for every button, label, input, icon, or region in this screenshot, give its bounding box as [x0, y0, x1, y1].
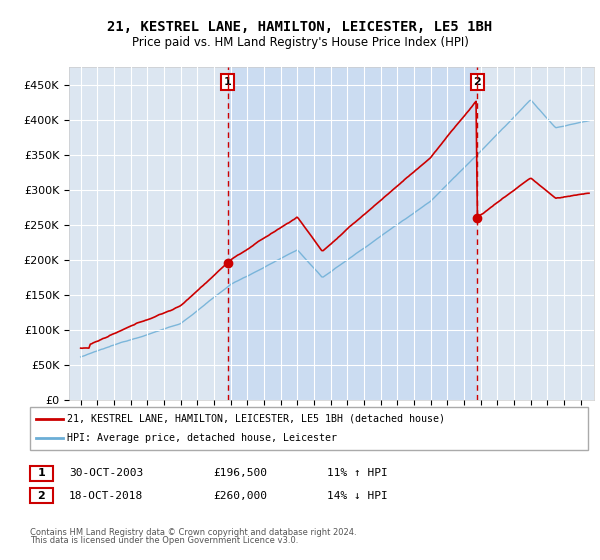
Text: HPI: Average price, detached house, Leicester: HPI: Average price, detached house, Leic… [67, 433, 337, 443]
Text: 2: 2 [473, 77, 481, 87]
Text: £260,000: £260,000 [213, 491, 267, 501]
Text: £196,500: £196,500 [213, 468, 267, 478]
Text: 14% ↓ HPI: 14% ↓ HPI [327, 491, 388, 501]
Text: 1: 1 [38, 468, 45, 478]
Text: 30-OCT-2003: 30-OCT-2003 [69, 468, 143, 478]
Text: Price paid vs. HM Land Registry's House Price Index (HPI): Price paid vs. HM Land Registry's House … [131, 36, 469, 49]
Text: Contains HM Land Registry data © Crown copyright and database right 2024.: Contains HM Land Registry data © Crown c… [30, 528, 356, 536]
Text: This data is licensed under the Open Government Licence v3.0.: This data is licensed under the Open Gov… [30, 536, 298, 545]
Text: 18-OCT-2018: 18-OCT-2018 [69, 491, 143, 501]
Bar [228, 67, 477, 400]
Text: 1: 1 [224, 77, 232, 87]
Text: 21, KESTREL LANE, HAMILTON, LEICESTER, LE5 1BH: 21, KESTREL LANE, HAMILTON, LEICESTER, L… [107, 20, 493, 34]
Text: 11% ↑ HPI: 11% ↑ HPI [327, 468, 388, 478]
Text: 2: 2 [38, 491, 45, 501]
Text: 21, KESTREL LANE, HAMILTON, LEICESTER, LE5 1BH (detached house): 21, KESTREL LANE, HAMILTON, LEICESTER, L… [67, 414, 445, 423]
